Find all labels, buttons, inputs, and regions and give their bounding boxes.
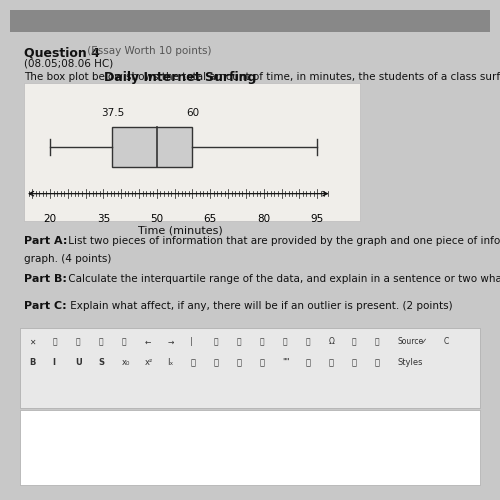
Text: Ω: Ω <box>328 338 334 346</box>
Text: Part C:: Part C: <box>24 301 67 311</box>
Text: ⬜: ⬜ <box>122 338 126 346</box>
Text: ⬜: ⬜ <box>260 358 264 367</box>
Text: ⬜: ⬜ <box>306 358 310 367</box>
Text: ⬜: ⬜ <box>352 338 356 346</box>
Text: ⬜: ⬜ <box>375 358 380 367</box>
Text: Styles: Styles <box>398 358 423 367</box>
FancyBboxPatch shape <box>24 83 360 221</box>
Text: 60: 60 <box>186 108 199 118</box>
Text: U: U <box>76 358 82 367</box>
Text: S: S <box>98 358 104 367</box>
FancyBboxPatch shape <box>20 328 480 407</box>
Text: Part A:: Part A: <box>24 236 68 246</box>
Text: ⬜: ⬜ <box>306 338 310 346</box>
Text: Iₓ: Iₓ <box>168 358 173 367</box>
Text: ⬜: ⬜ <box>236 358 242 367</box>
Text: ⬜: ⬜ <box>375 338 380 346</box>
Text: ⬜: ⬜ <box>352 358 357 367</box>
Text: ✓: ✓ <box>421 338 428 346</box>
Text: ⬜: ⬜ <box>98 338 103 346</box>
Title: Daily Internet Surfing: Daily Internet Surfing <box>104 71 256 84</box>
Text: B: B <box>29 358 35 367</box>
Text: x₀: x₀ <box>122 358 130 367</box>
Text: Question 4: Question 4 <box>24 46 101 60</box>
Text: "": "" <box>282 358 290 367</box>
Text: ⬜: ⬜ <box>214 338 218 346</box>
Text: I: I <box>52 358 55 367</box>
Text: |: | <box>190 338 193 346</box>
Text: →: → <box>168 338 174 346</box>
FancyBboxPatch shape <box>10 10 490 32</box>
Text: ⬜: ⬜ <box>282 338 288 346</box>
Text: ⬜: ⬜ <box>214 358 218 367</box>
Text: Part B:: Part B: <box>24 274 68 284</box>
Text: ⬜: ⬜ <box>190 358 196 367</box>
FancyBboxPatch shape <box>20 410 480 486</box>
Text: 37.5: 37.5 <box>100 108 124 118</box>
Text: Explain what affect, if any, there will be if an outlier is present. (2 points): Explain what affect, if any, there will … <box>66 301 452 311</box>
Text: C: C <box>444 338 449 346</box>
Text: ⬜: ⬜ <box>76 338 80 346</box>
Text: (Essay Worth 10 points): (Essay Worth 10 points) <box>84 46 212 56</box>
Text: x²: x² <box>144 358 152 367</box>
Text: ⬜: ⬜ <box>52 338 57 346</box>
Text: ✕: ✕ <box>29 338 35 346</box>
Text: ⬜: ⬜ <box>328 358 334 367</box>
Text: List two pieces of information that are provided by the graph and one piece of i: List two pieces of information that are … <box>65 236 500 246</box>
Text: Source: Source <box>398 338 424 346</box>
Text: ←: ← <box>144 338 151 346</box>
Text: graph. (4 points): graph. (4 points) <box>24 254 112 264</box>
Text: ⬛: ⬛ <box>260 338 264 346</box>
Text: Calculate the interquartile range of the data, and explain in a sentence or two : Calculate the interquartile range of the… <box>65 274 500 284</box>
Text: (08.05;08.06 HC): (08.05;08.06 HC) <box>24 58 114 68</box>
Text: The box plot below shows the total amount of time, in minutes, the students of a: The box plot below shows the total amoun… <box>24 72 500 82</box>
X-axis label: Time (minutes): Time (minutes) <box>138 225 222 235</box>
FancyBboxPatch shape <box>112 126 192 167</box>
Text: ⬜: ⬜ <box>236 338 241 346</box>
